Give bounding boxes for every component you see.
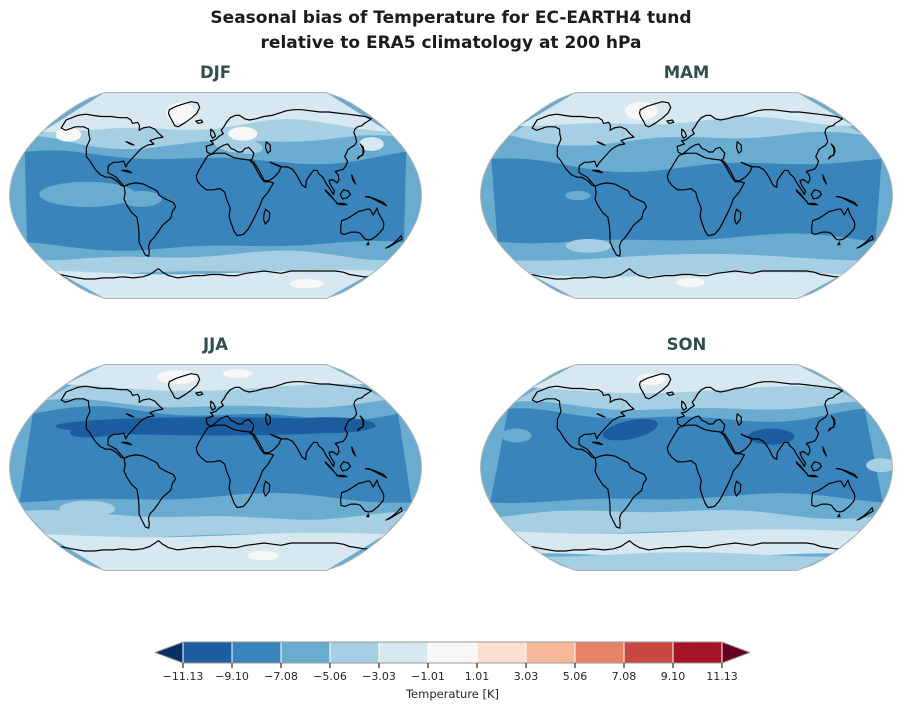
colorbar: −11.13 −9.10 −7.08 −5.06 −3.03 −1.01 1.01 3.03 5… <box>155 640 750 704</box>
colorbar-tick-label: −7.08 <box>264 670 298 683</box>
coastlines <box>530 373 874 552</box>
map-mam <box>479 92 894 299</box>
map-panel-jja: JJA <box>3 332 428 575</box>
colorbar-tick-label: −11.13 <box>162 670 204 683</box>
colorbar-tick-label: 3.03 <box>513 670 539 683</box>
map-jja <box>8 364 423 571</box>
map-panel-mam: MAM <box>474 60 899 303</box>
colorbar-tick-label: 11.13 <box>706 670 738 683</box>
colorbar-tick-label: −1.01 <box>411 670 445 683</box>
map-panel-djf: DJF <box>3 60 428 303</box>
map-panel-son: SON <box>474 332 899 575</box>
colorbar-svg <box>155 641 750 668</box>
season-title-mam: MAM <box>663 63 710 82</box>
colorbar-tick-label: 7.08 <box>611 670 637 683</box>
colorbar-tick-label: 9.10 <box>660 670 686 683</box>
season-title-djf: DJF <box>199 63 232 82</box>
colorbar-tick-label: 1.01 <box>464 670 490 683</box>
coastlines <box>59 101 403 280</box>
colorbar-tick-label: −5.06 <box>313 670 347 683</box>
colorbar-tick-label: −9.10 <box>215 670 249 683</box>
coastlines <box>59 373 403 552</box>
colorbar-tick-label: 5.06 <box>562 670 588 683</box>
figure-title: Seasonal bias of Temperature for EC-EART… <box>0 6 902 56</box>
figure-title-line2: relative to ERA5 climatology at 200 hPa <box>260 33 642 53</box>
season-title-jja: JJA <box>202 335 229 354</box>
season-title-son: SON <box>666 335 707 354</box>
map-son <box>479 364 894 571</box>
colorbar-axis-label: Temperature [K] <box>405 687 500 701</box>
colorbar-tick-label: −3.03 <box>362 670 396 683</box>
figure-title-line1: Seasonal bias of Temperature for EC-EART… <box>210 8 692 28</box>
map-djf <box>8 92 423 299</box>
coastlines <box>530 101 874 280</box>
